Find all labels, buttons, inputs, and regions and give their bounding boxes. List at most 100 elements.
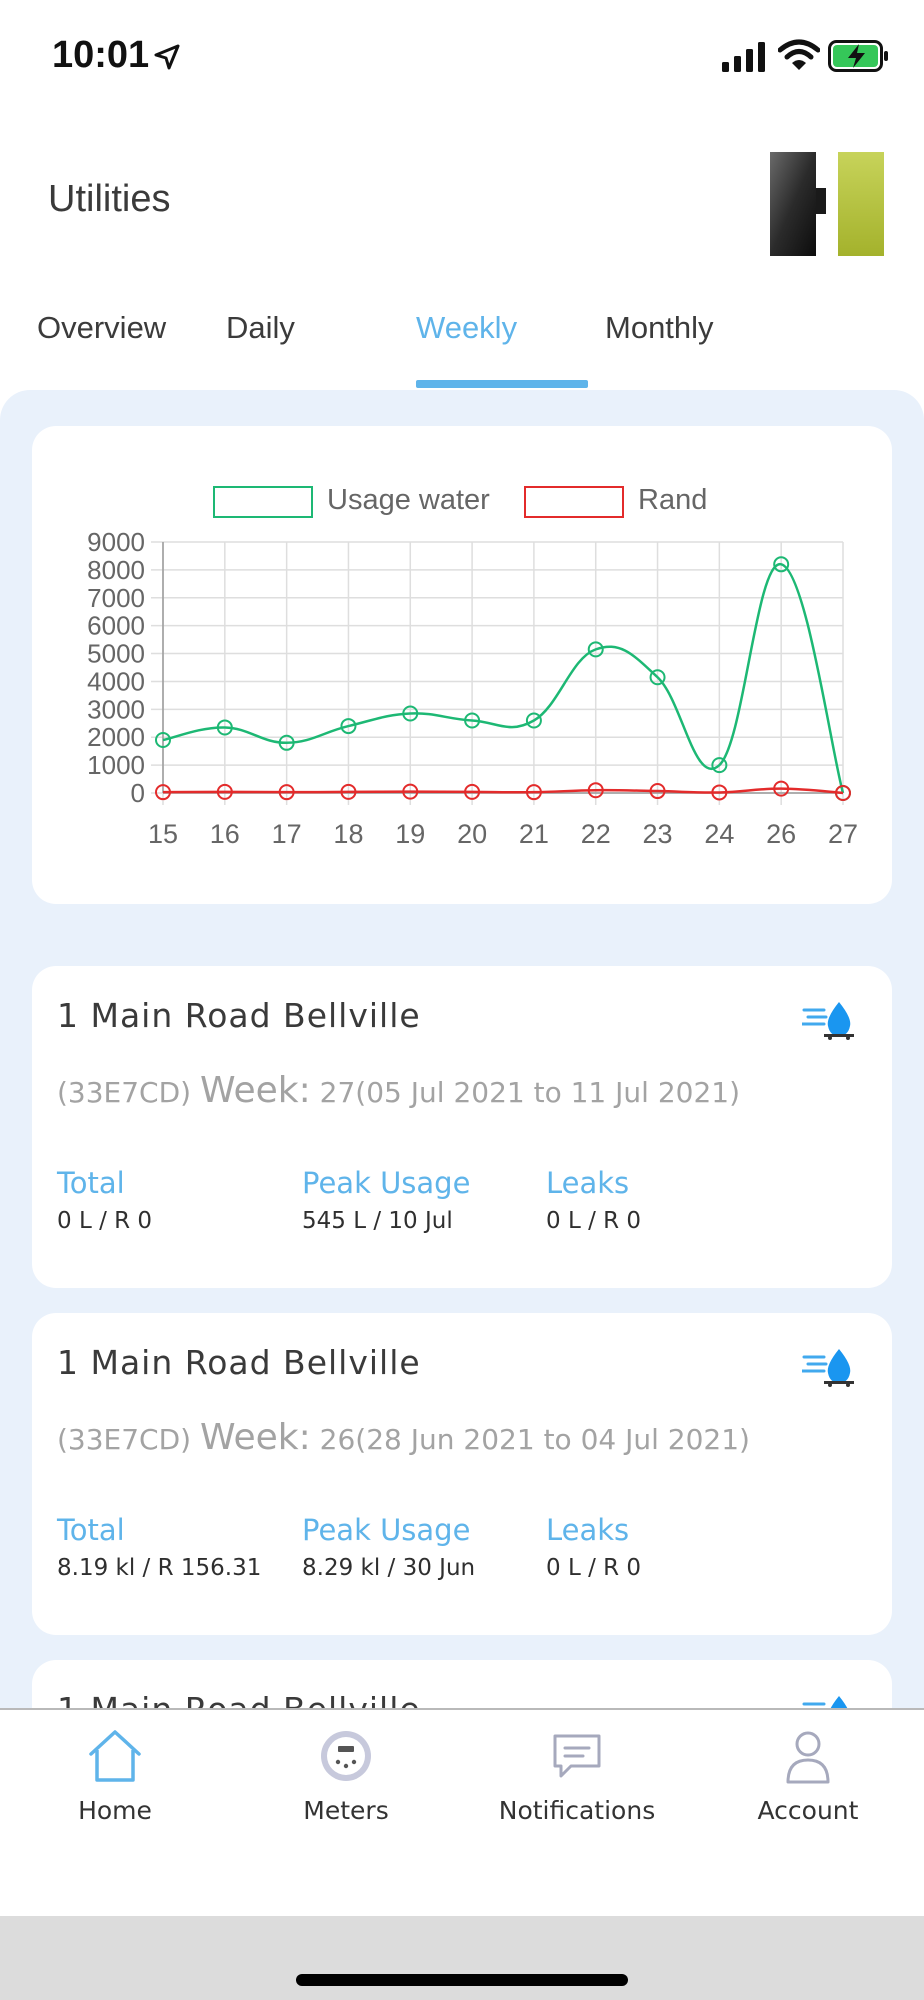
data-point-usage-water xyxy=(402,705,419,722)
nav-notifications-label: Notifications xyxy=(498,1796,656,1825)
legend-swatch-rand[interactable] xyxy=(524,486,624,518)
y-tick-label: 1000 xyxy=(87,750,145,780)
stat-peak-label: Peak Usage xyxy=(302,1166,471,1200)
stat-leaks-label: Leaks xyxy=(546,1513,630,1547)
home-indicator-area xyxy=(0,1916,924,2000)
water-meter-icon xyxy=(802,1349,854,1387)
y-tick-label: 5000 xyxy=(87,639,145,669)
data-point-usage-water xyxy=(340,718,357,735)
y-tick-label: 6000 xyxy=(87,611,145,641)
weekly-usage-card[interactable]: 1 Main Road Bellville (33E7CD) Week: 27(… xyxy=(32,966,892,1288)
stat-total-label: Total xyxy=(57,1513,125,1547)
status-bar: 10:01 xyxy=(0,0,924,110)
home-indicator[interactable] xyxy=(296,1974,628,1986)
data-point-rand xyxy=(340,783,357,800)
meter-icon xyxy=(321,1731,371,1781)
data-point-rand xyxy=(155,784,171,801)
stat-leaks: Leaks 0 L / R 0 xyxy=(546,1166,641,1234)
nav-home[interactable]: Home xyxy=(15,1728,215,1825)
data-point-rand xyxy=(525,784,542,801)
card-week-info: (33E7CD) Week: 27(05 Jul 2021 to 11 Jul … xyxy=(57,1070,740,1111)
card-address: 1 Main Road Bellville xyxy=(57,996,421,1035)
user-icon xyxy=(786,1731,830,1784)
tab-monthly[interactable]: Monthly xyxy=(605,310,714,345)
stat-total: Total 0 L / R 0 xyxy=(57,1166,152,1234)
wifi-icon xyxy=(778,39,820,70)
location-arrow-icon xyxy=(154,44,180,70)
stat-peak-value: 8.29 kl / 30 Jun xyxy=(302,1555,476,1581)
meter-code: (33E7CD) xyxy=(57,1423,192,1456)
data-point-rand xyxy=(216,783,233,800)
nav-notifications[interactable]: Notifications xyxy=(477,1728,677,1825)
meter-code: (33E7CD) xyxy=(57,1076,192,1109)
data-point-rand xyxy=(278,784,295,801)
stat-total-label: Total xyxy=(57,1166,125,1200)
stat-leaks-label: Leaks xyxy=(546,1166,630,1200)
nav-home-label: Home xyxy=(78,1796,152,1825)
data-point-usage-water xyxy=(155,732,171,749)
x-tick-label: 27 xyxy=(828,819,858,849)
x-tick-label: 22 xyxy=(581,819,611,849)
card-address: 1 Main Road Bellville xyxy=(57,1343,421,1382)
status-time: 10:01 xyxy=(52,34,150,76)
data-point-usage-water xyxy=(278,734,295,751)
x-tick-label: 21 xyxy=(519,819,549,849)
home-icon xyxy=(89,1730,141,1782)
card-week-info: (33E7CD) Week: 26(28 Jun 2021 to 04 Jul … xyxy=(57,1417,750,1458)
stat-peak-usage: Peak Usage 8.29 kl / 30 Jun xyxy=(302,1513,475,1581)
nav-meters-label: Meters xyxy=(303,1796,389,1825)
stat-peak-usage: Peak Usage 545 L / 10 Jul xyxy=(302,1166,470,1234)
data-point-usage-water xyxy=(587,641,604,658)
x-tick-label: 20 xyxy=(457,819,487,849)
stat-leaks-value: 0 L / R 0 xyxy=(546,1555,642,1581)
x-tick-label: 16 xyxy=(210,819,240,849)
tab-bar: Overview Daily Weekly Monthly xyxy=(0,296,924,390)
legend-swatch-usage-water[interactable] xyxy=(213,486,313,518)
y-tick-label: 2000 xyxy=(87,722,145,752)
legend-label-usage-water[interactable]: Usage water xyxy=(327,484,490,516)
stat-peak-value: 545 L / 10 Jul xyxy=(302,1208,453,1234)
x-tick-label: 18 xyxy=(333,819,363,849)
y-tick-label: 0 xyxy=(131,778,145,808)
battery-charging-icon xyxy=(828,40,888,72)
x-tick-label: 24 xyxy=(704,819,734,849)
x-tick-label: 26 xyxy=(766,819,796,849)
tab-overview[interactable]: Overview xyxy=(37,310,167,345)
page-title: Utilities xyxy=(48,178,171,220)
y-tick-label: 9000 xyxy=(87,527,145,557)
data-point-rand xyxy=(773,780,790,797)
cellular-signal-icon xyxy=(722,42,765,72)
stat-leaks: Leaks 0 L / R 0 xyxy=(546,1513,641,1581)
week-range: 26(28 Jun 2021 to 04 Jul 2021) xyxy=(319,1423,750,1456)
week-range: 27(05 Jul 2021 to 11 Jul 2021) xyxy=(319,1076,740,1109)
tab-weekly[interactable]: Weekly xyxy=(416,310,518,345)
y-tick-label: 7000 xyxy=(87,583,145,613)
tab-daily[interactable]: Daily xyxy=(226,310,295,345)
week-label: Week: xyxy=(200,1417,311,1458)
nav-meters[interactable]: Meters xyxy=(246,1728,446,1825)
stat-leaks-value: 0 L / R 0 xyxy=(546,1208,642,1234)
stat-total-value: 8.19 kl / R 156.31 xyxy=(57,1555,262,1581)
usage-chart-card: Usage water Rand 9000 8000 7000 6000 5000 400… xyxy=(32,426,892,904)
weekly-usage-card[interactable]: 1 Main Road Bellville (33E7CD) Week: 26(… xyxy=(32,1313,892,1635)
data-point-usage-water xyxy=(464,712,481,729)
data-point-rand xyxy=(402,783,419,800)
data-point-rand xyxy=(649,783,666,800)
data-point-usage-water xyxy=(773,556,790,573)
series-line-rand xyxy=(162,787,844,795)
x-tick-label: 19 xyxy=(395,819,425,849)
nav-account[interactable]: Account xyxy=(708,1728,908,1825)
data-point-rand xyxy=(587,782,604,799)
x-tick-label: 17 xyxy=(272,819,302,849)
data-point-usage-water xyxy=(711,757,728,774)
bottom-navigation: Home Meters Notifications Account xyxy=(0,1708,924,1916)
data-point-rand xyxy=(464,783,481,800)
chart-legend: Usage water Rand xyxy=(32,484,892,524)
stat-peak-label: Peak Usage xyxy=(302,1513,471,1547)
y-tick-label: 8000 xyxy=(87,555,145,585)
x-tick-label: 15 xyxy=(148,819,178,849)
legend-label-rand[interactable]: Rand xyxy=(638,484,708,516)
data-point-usage-water xyxy=(525,712,542,729)
data-point-usage-water xyxy=(216,719,233,736)
data-point-rand xyxy=(711,784,728,801)
